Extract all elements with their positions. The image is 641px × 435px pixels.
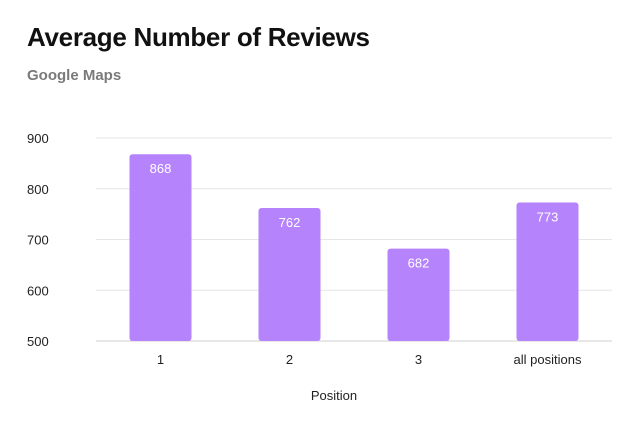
x-axis: 1 2 3 all positions [157, 352, 582, 367]
x-tick-label: 3 [415, 352, 422, 367]
x-tick-label: all positions [514, 352, 582, 367]
bar-value-label: 773 [537, 209, 559, 224]
bar-2 [258, 208, 321, 341]
x-tick-label: 1 [157, 352, 164, 367]
y-tick-label: 900 [27, 131, 49, 146]
bar-1 [129, 154, 192, 341]
y-tick-label: 700 [27, 233, 49, 248]
bar-value-label: 762 [279, 215, 301, 230]
y-axis: 500 600 700 800 900 [27, 131, 49, 349]
bars: 868 762 682 773 [129, 154, 579, 341]
y-tick-label: 800 [27, 182, 49, 197]
chart-title: Average Number of Reviews [27, 22, 370, 52]
bar-all-positions [516, 202, 579, 341]
y-tick-label: 600 [27, 283, 49, 298]
y-tick-label: 500 [27, 334, 49, 349]
bar-value-label: 868 [150, 161, 172, 176]
chart-subtitle: Google Maps [27, 67, 122, 84]
x-axis-label: Position [311, 388, 357, 403]
bar-3 [387, 248, 450, 341]
bar-value-label: 682 [408, 256, 430, 271]
x-tick-label: 2 [286, 352, 293, 367]
